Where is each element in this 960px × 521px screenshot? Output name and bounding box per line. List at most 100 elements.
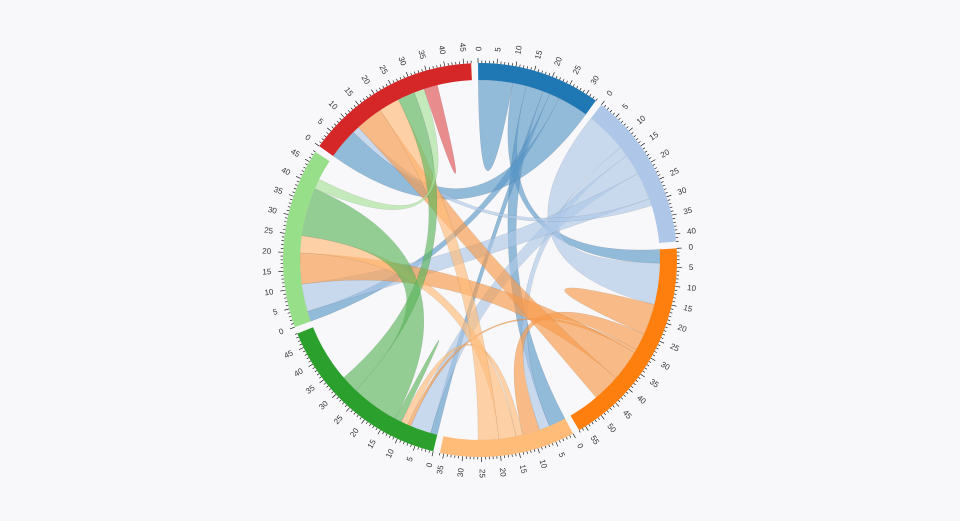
tick-mark-5-36 bbox=[293, 192, 295, 193]
tick-mark-2-41 bbox=[626, 392, 628, 394]
tick-label-6-45: 45 bbox=[458, 42, 468, 52]
tick-mark-0-18 bbox=[545, 72, 546, 74]
tick-mark-0-17 bbox=[542, 71, 543, 73]
tick-mark-5-48 bbox=[313, 150, 315, 151]
tick-label-5-30: 30 bbox=[267, 205, 278, 216]
tick-mark-0-26 bbox=[573, 84, 574, 86]
tick-mark-6-17 bbox=[363, 98, 364, 100]
tick-label-4-0: 0 bbox=[425, 461, 435, 468]
tick-label-1-30: 30 bbox=[676, 185, 688, 197]
tick-mark-5-35 bbox=[289, 195, 294, 197]
tick-mark-4-41 bbox=[309, 361, 311, 362]
tick-mark-4-18 bbox=[369, 424, 370, 426]
tick-mark-2-14 bbox=[673, 301, 675, 302]
tick-mark-6-4 bbox=[327, 132, 329, 134]
tick-mark-0-14 bbox=[531, 67, 532, 69]
tick-mark-1-14 bbox=[638, 141, 640, 142]
tick-mark-5-42 bbox=[302, 171, 304, 172]
tick-mark-6-23 bbox=[383, 86, 384, 88]
tick-mark-3-13 bbox=[527, 451, 528, 453]
tick-label-1-10: 10 bbox=[635, 113, 648, 126]
tick-mark-5-5 bbox=[284, 309, 289, 310]
tick-mark-0-15 bbox=[535, 66, 536, 71]
tick-mark-6-30 bbox=[406, 72, 408, 77]
tick-mark-6-3 bbox=[324, 135, 326, 137]
tick-mark-4-5 bbox=[413, 446, 415, 451]
tick-label-6-30: 30 bbox=[397, 55, 409, 67]
ribbons-layer bbox=[300, 80, 660, 440]
tick-mark-2-48 bbox=[607, 411, 609, 413]
tick-mark-2-18 bbox=[669, 316, 671, 317]
tick-mark-0-11 bbox=[520, 65, 521, 67]
tick-mark-4-10 bbox=[395, 439, 397, 444]
tick-mark-6-40 bbox=[444, 61, 445, 66]
tick-mark-1-34 bbox=[671, 211, 673, 212]
tick-label-2-45: 45 bbox=[621, 408, 634, 421]
tick-mark-4-21 bbox=[360, 417, 362, 419]
tick-mark-4-48 bbox=[296, 337, 298, 338]
tick-label-5-5: 5 bbox=[272, 307, 279, 317]
tick-mark-4-14 bbox=[382, 432, 383, 434]
tick-label-6-25: 25 bbox=[377, 64, 389, 77]
tick-mark-2-57 bbox=[579, 430, 580, 432]
tick-mark-0-20 bbox=[553, 72, 555, 77]
tick-label-3-30: 30 bbox=[456, 467, 466, 477]
tick-mark-6-24 bbox=[386, 84, 387, 86]
tick-mark-2-44 bbox=[618, 400, 620, 402]
tick-mark-6-9 bbox=[340, 118, 342, 120]
tick-mark-3-0 bbox=[573, 434, 575, 438]
tick-mark-4-30 bbox=[332, 394, 336, 397]
tick-label-2-5: 5 bbox=[689, 263, 694, 272]
tick-mark-5-1 bbox=[291, 324, 293, 325]
tick-label-0-20: 20 bbox=[552, 55, 564, 67]
tick-mark-0-10 bbox=[516, 61, 517, 66]
tick-mark-2-39 bbox=[631, 386, 633, 388]
tick-mark-4-7 bbox=[407, 443, 408, 445]
tick-mark-6-39 bbox=[440, 64, 441, 66]
tick-mark-6-5 bbox=[327, 128, 331, 131]
tick-mark-1-27 bbox=[663, 185, 665, 186]
tick-mark-2-47 bbox=[610, 408, 612, 410]
tick-mark-0-23 bbox=[563, 79, 564, 81]
tick-mark-5-47 bbox=[311, 154, 313, 155]
tick-mark-3-8 bbox=[545, 446, 546, 448]
tick-mark-5-32 bbox=[288, 206, 290, 207]
tick-mark-6-13 bbox=[351, 108, 353, 110]
tick-mark-4-8 bbox=[403, 442, 404, 444]
tick-mark-6-28 bbox=[400, 77, 401, 79]
tick-mark-5-46 bbox=[309, 157, 311, 158]
tick-label-4-20: 20 bbox=[348, 426, 361, 439]
tick-label-3-5: 5 bbox=[557, 451, 567, 459]
tick-label-1-5: 5 bbox=[621, 102, 631, 112]
tick-mark-1-10 bbox=[629, 128, 633, 131]
tick-label-5-25: 25 bbox=[264, 226, 275, 236]
tick-mark-6-12 bbox=[348, 110, 350, 112]
tick-mark-4-20 bbox=[362, 420, 365, 424]
tick-mark-2-50 bbox=[601, 415, 604, 419]
tick-mark-4-1 bbox=[429, 450, 430, 452]
tick-mark-3-35 bbox=[443, 454, 444, 459]
tick-mark-4-0 bbox=[432, 451, 433, 456]
tick-mark-2-34 bbox=[643, 371, 645, 372]
tick-label-3-35: 35 bbox=[435, 464, 446, 475]
tick-label-2-35: 35 bbox=[648, 377, 661, 390]
tick-label-0-5: 5 bbox=[493, 46, 502, 52]
tick-mark-2-51 bbox=[598, 418, 600, 420]
tick-mark-4-12 bbox=[389, 435, 390, 437]
tick-mark-2-35 bbox=[641, 374, 645, 377]
tick-mark-6-35 bbox=[425, 66, 426, 71]
tick-mark-4-42 bbox=[307, 358, 309, 359]
tick-label-1-25: 25 bbox=[669, 166, 681, 178]
ribbon-0-0[interactable] bbox=[478, 80, 513, 171]
tick-label-0-10: 10 bbox=[513, 44, 524, 55]
tick-mark-1-0 bbox=[601, 101, 604, 105]
tick-mark-2-38 bbox=[634, 383, 636, 385]
tick-mark-2-40 bbox=[629, 389, 633, 392]
tick-mark-3-20 bbox=[501, 456, 502, 461]
tick-mark-6-25 bbox=[388, 80, 390, 84]
tick-mark-2-36 bbox=[638, 377, 640, 378]
tick-mark-3-14 bbox=[523, 452, 524, 454]
tick-label-3-0: 0 bbox=[575, 442, 585, 451]
tick-mark-4-31 bbox=[331, 392, 333, 394]
tick-label-5-0: 0 bbox=[278, 326, 286, 336]
